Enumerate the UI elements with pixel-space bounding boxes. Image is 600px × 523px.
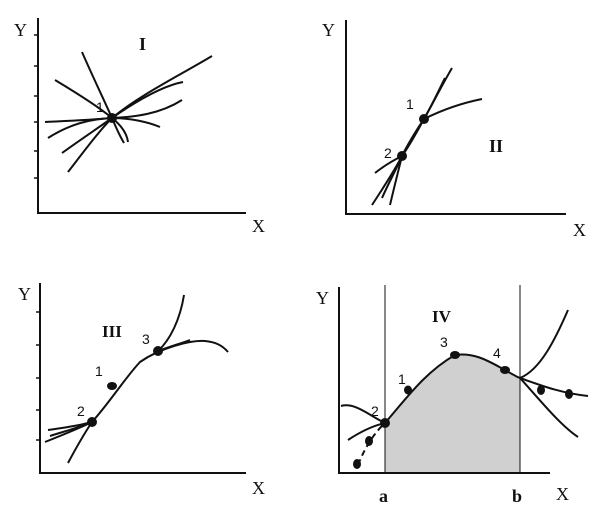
panel-1-x-label: X [252, 216, 265, 236]
panel-3-y-ticks [36, 311, 40, 441]
panel-3-point-2 [87, 417, 97, 427]
panel-3-roman-numeral: III [102, 322, 122, 341]
panel-4-point-2-label: 2 [371, 403, 379, 419]
panel-2-point-1 [419, 114, 429, 124]
panel-4-bound-a-label: a [379, 486, 388, 506]
panel-3-point-3-label: 3 [142, 331, 150, 347]
panel-4-point-4-label: 4 [493, 345, 501, 361]
panel-1-point-1 [107, 113, 117, 123]
panel-3-axes [39, 283, 246, 474]
panel-4-axes [338, 287, 550, 474]
panel-2-x-label: X [573, 220, 586, 240]
panel-4-shaded-area [385, 354, 520, 473]
panel-3-curves [44, 294, 229, 464]
panel-4-y-label: Y [316, 288, 329, 308]
panel-4-x-label: X [556, 484, 569, 504]
panel-3-point-2-label: 2 [77, 403, 85, 419]
panel-1-y-label: Y [14, 20, 27, 40]
panel-1: Y X I 1 [14, 18, 265, 236]
panel-3-point-1 [107, 382, 117, 390]
panel-2-y-label: Y [322, 20, 335, 40]
panel-2-point-2-label: 2 [384, 145, 392, 161]
panel-4-bound-b-label: b [512, 486, 522, 506]
panel-1-curves [44, 51, 213, 173]
panel-1-point-1-label: 1 [96, 99, 104, 115]
panel-3-y-label: Y [18, 284, 31, 304]
panel-4-point-4 [500, 366, 510, 374]
panel-4: Y X IV 1 2 3 4 a b [316, 285, 589, 506]
panel-4-roman-numeral: IV [432, 307, 452, 326]
panel-4-point-3-label: 3 [440, 334, 448, 350]
panel-2-axes [345, 20, 566, 215]
panel-4-point-1-label: 1 [398, 371, 406, 387]
panel-3-point-3 [153, 346, 163, 356]
panel-4-point-2 [380, 418, 390, 428]
panel-4-main-curve [384, 353, 521, 424]
panel-2-curves [371, 67, 483, 206]
panel-1-roman-numeral: I [139, 34, 146, 54]
panel-2-point-1-label: 1 [406, 96, 414, 112]
panel-4-point-1 [404, 385, 412, 395]
panel-3-point-1-label: 1 [95, 363, 103, 379]
panel-1-axes [37, 18, 246, 214]
panel-2-point-2 [397, 151, 407, 161]
panel-3-x-label: X [252, 478, 265, 498]
panel-2-roman-numeral: II [489, 136, 503, 156]
panel-2: Y X II 1 2 [322, 20, 586, 240]
panel-3: Y X III 1 2 3 [18, 283, 265, 498]
panel-4-extrapolated-points [353, 385, 573, 469]
panel-1-y-ticks [34, 34, 38, 179]
panel-4-point-3 [450, 351, 460, 359]
